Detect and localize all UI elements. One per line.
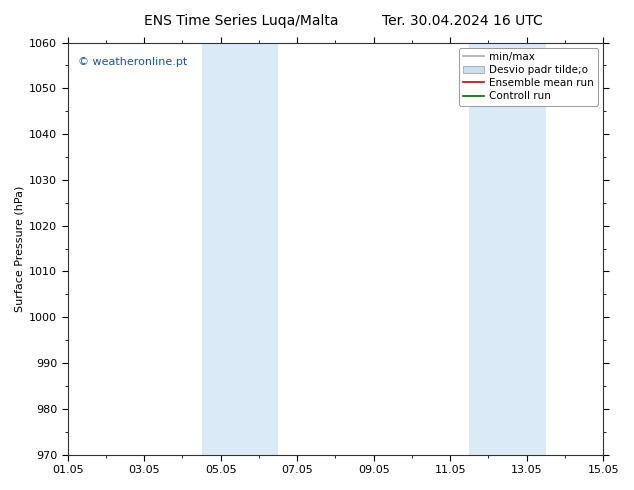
Bar — [202, 43, 278, 455]
Text: ENS Time Series Luqa/Malta: ENS Time Series Luqa/Malta — [144, 14, 338, 28]
Text: © weatheronline.pt: © weatheronline.pt — [79, 57, 188, 67]
Legend: min/max, Desvio padr tilde;o, Ensemble mean run, Controll run: min/max, Desvio padr tilde;o, Ensemble m… — [459, 48, 598, 105]
Y-axis label: Surface Pressure (hPa): Surface Pressure (hPa) — [15, 185, 25, 312]
Bar — [469, 43, 546, 455]
Text: Ter. 30.04.2024 16 UTC: Ter. 30.04.2024 16 UTC — [382, 14, 543, 28]
